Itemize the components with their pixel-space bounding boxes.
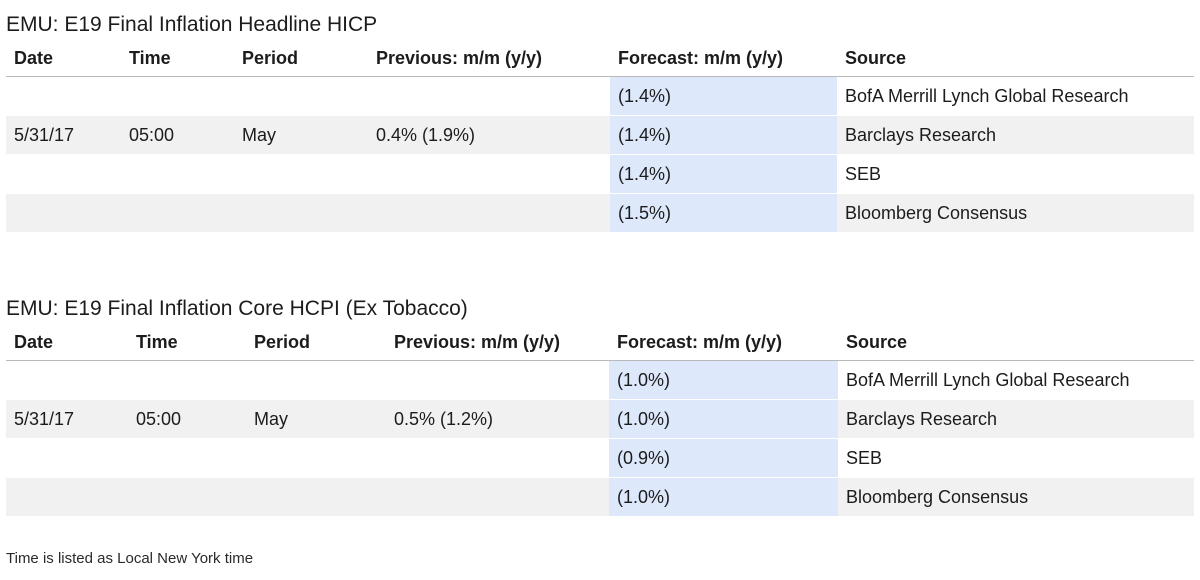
table-header-row: Date Time Period Previous: m/m (y/y) For… <box>6 40 1194 77</box>
table-row: (1.5%) Bloomberg Consensus <box>6 193 1194 233</box>
cell-forecast: (1.4%) <box>610 115 837 155</box>
cell-time <box>121 193 234 233</box>
cell-forecast: (1.0%) <box>609 360 838 400</box>
cell-period <box>246 438 386 478</box>
cell-previous <box>368 76 610 116</box>
timezone-footnote: Time is listed as Local New York time <box>6 550 254 567</box>
cell-time <box>121 154 234 194</box>
cell-previous <box>386 360 609 400</box>
cell-date <box>6 76 121 116</box>
column-header-forecast: Forecast: m/m (y/y) <box>610 40 837 77</box>
table-row: (1.0%) BofA Merrill Lynch Global Researc… <box>6 360 1194 400</box>
core-hcpi-section: EMU: E19 Final Inflation Core HCPI (Ex T… <box>6 294 1194 517</box>
cell-source: Bloomberg Consensus <box>838 477 1194 517</box>
cell-time <box>128 477 246 517</box>
cell-previous: 0.4% (1.9%) <box>368 115 610 155</box>
column-header-date: Date <box>6 324 128 361</box>
cell-forecast: (1.0%) <box>609 399 838 439</box>
cell-time <box>128 360 246 400</box>
section-title: EMU: E19 Final Inflation Core HCPI (Ex T… <box>6 297 468 320</box>
forecast-table: Date Time Period Previous: m/m (y/y) For… <box>6 40 1194 233</box>
cell-source: SEB <box>838 438 1194 478</box>
cell-date <box>6 360 128 400</box>
cell-source: BofA Merrill Lynch Global Research <box>837 76 1194 116</box>
table-row: (1.4%) BofA Merrill Lynch Global Researc… <box>6 76 1194 116</box>
cell-previous <box>386 438 609 478</box>
table-row: (1.4%) SEB <box>6 154 1194 194</box>
cell-previous <box>368 193 610 233</box>
cell-forecast: (1.4%) <box>610 76 837 116</box>
cell-time <box>128 438 246 478</box>
cell-period <box>246 360 386 400</box>
table-row: (1.0%) Bloomberg Consensus <box>6 477 1194 517</box>
table-row: 5/31/17 05:00 May 0.4% (1.9%) (1.4%) Bar… <box>6 115 1194 155</box>
cell-date <box>6 154 121 194</box>
cell-previous: 0.5% (1.2%) <box>386 399 609 439</box>
column-header-period: Period <box>234 40 368 77</box>
cell-period: May <box>246 399 386 439</box>
cell-date <box>6 477 128 517</box>
cell-date <box>6 438 128 478</box>
cell-period <box>234 154 368 194</box>
table-row: 5/31/17 05:00 May 0.5% (1.2%) (1.0%) Bar… <box>6 399 1194 439</box>
cell-source: Barclays Research <box>837 115 1194 155</box>
cell-forecast: (1.0%) <box>609 477 838 517</box>
cell-forecast: (1.5%) <box>610 193 837 233</box>
cell-source: BofA Merrill Lynch Global Research <box>838 360 1194 400</box>
cell-date: 5/31/17 <box>6 399 128 439</box>
cell-forecast: (0.9%) <box>609 438 838 478</box>
cell-forecast: (1.4%) <box>610 154 837 194</box>
cell-time: 05:00 <box>128 399 246 439</box>
column-header-previous: Previous: m/m (y/y) <box>368 40 610 77</box>
cell-source: Bloomberg Consensus <box>837 193 1194 233</box>
column-header-time: Time <box>128 324 246 361</box>
cell-time <box>121 76 234 116</box>
column-header-date: Date <box>6 40 121 77</box>
cell-date <box>6 193 121 233</box>
cell-period <box>234 193 368 233</box>
column-header-time: Time <box>121 40 234 77</box>
cell-source: SEB <box>837 154 1194 194</box>
column-header-source: Source <box>837 40 1194 77</box>
cell-period <box>234 76 368 116</box>
cell-period <box>246 477 386 517</box>
cell-date: 5/31/17 <box>6 115 121 155</box>
column-header-period: Period <box>246 324 386 361</box>
table-header-row: Date Time Period Previous: m/m (y/y) For… <box>6 324 1194 361</box>
table-row: (0.9%) SEB <box>6 438 1194 478</box>
section-title: EMU: E19 Final Inflation Headline HICP <box>6 13 378 36</box>
cell-period: May <box>234 115 368 155</box>
column-header-previous: Previous: m/m (y/y) <box>386 324 609 361</box>
cell-previous <box>368 154 610 194</box>
cell-source: Barclays Research <box>838 399 1194 439</box>
forecast-table: Date Time Period Previous: m/m (y/y) For… <box>6 324 1194 517</box>
cell-time: 05:00 <box>121 115 234 155</box>
headline-hicp-section: EMU: E19 Final Inflation Headline HICP D… <box>6 10 1194 233</box>
cell-previous <box>386 477 609 517</box>
column-header-forecast: Forecast: m/m (y/y) <box>609 324 838 361</box>
column-header-source: Source <box>838 324 1194 361</box>
